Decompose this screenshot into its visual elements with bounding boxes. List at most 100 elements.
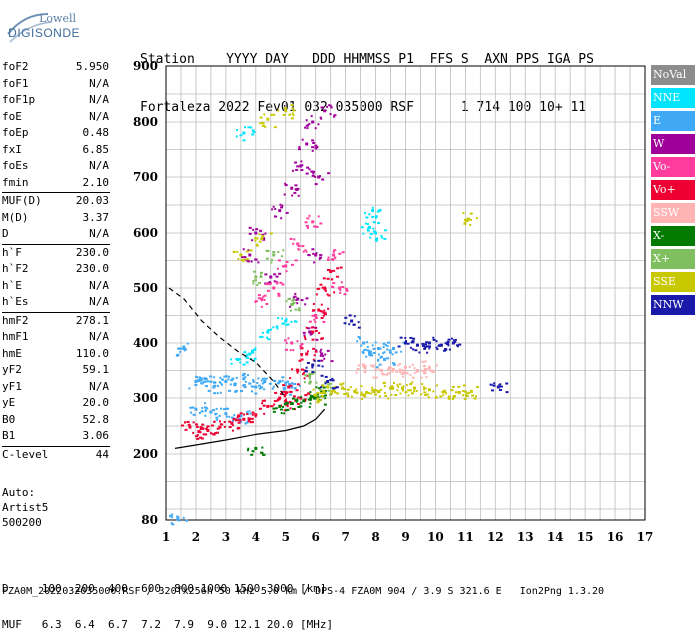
echo-point-e xyxy=(185,519,189,522)
echo-point-xminus xyxy=(290,402,294,406)
y-tick-label: 200 xyxy=(133,447,158,461)
echo-point-sse xyxy=(360,397,363,400)
echo-point-w xyxy=(311,174,315,177)
echo-point-nne xyxy=(275,325,279,328)
echo-point-e xyxy=(194,407,198,411)
echo-point-e xyxy=(210,411,213,414)
echo-point-nnw xyxy=(306,361,310,364)
echo-point-w xyxy=(312,141,316,144)
echo-point-sse xyxy=(405,384,408,387)
echo-point-w xyxy=(247,260,251,263)
echo-point-e xyxy=(356,340,359,343)
echo-point-xminus xyxy=(247,447,250,450)
echo-point-e xyxy=(386,341,390,344)
echo-point-ssw xyxy=(372,365,375,368)
echo-point-xminus xyxy=(310,395,314,398)
echo-point-xplus xyxy=(308,377,311,380)
echo-point-e xyxy=(225,375,228,378)
echo-point-e xyxy=(202,381,205,384)
echo-point-vominus xyxy=(314,316,318,319)
echo-point-e xyxy=(273,379,277,382)
echo-point-voplus xyxy=(201,423,205,426)
echo-point-sse xyxy=(361,393,365,396)
param-row: C-level 44 xyxy=(2,447,109,464)
echo-point-sse xyxy=(332,389,336,392)
echo-point-e xyxy=(176,515,180,518)
echo-point-w xyxy=(311,146,315,149)
echo-point-xplus xyxy=(253,270,257,273)
echo-point-xminus xyxy=(324,397,327,400)
echo-point-vominus xyxy=(315,225,319,228)
echo-point-nne xyxy=(383,237,387,240)
echo-point-e xyxy=(243,386,247,389)
echo-point-xminus xyxy=(300,401,303,404)
echo-point-e xyxy=(182,347,186,350)
echo-point-sse xyxy=(264,125,267,128)
echo-point-voplus xyxy=(248,418,251,421)
echo-point-nne xyxy=(374,231,378,235)
echo-point-voplus xyxy=(313,326,316,329)
echo-point-voplus xyxy=(198,436,202,439)
echo-point-nne xyxy=(242,131,246,135)
echo-point-vominus xyxy=(341,251,345,254)
echo-point-voplus xyxy=(196,434,199,437)
echo-point-sse xyxy=(316,392,320,395)
echo-point-nnw xyxy=(454,340,457,343)
echo-point-voplus xyxy=(251,411,255,414)
echo-point-vominus xyxy=(302,250,305,253)
echo-point-vominus xyxy=(254,300,258,303)
echo-point-vominus xyxy=(287,337,290,340)
ionogram-chart: 1 2 3 4 5 6 7 8 9 10 11 12 13 14 15 16 17802003004005006… xyxy=(133,59,653,544)
echo-point-sse xyxy=(255,243,258,246)
echo-point-nnw xyxy=(404,341,407,345)
echo-point-xplus xyxy=(270,261,273,264)
echo-point-voplus xyxy=(258,407,262,410)
echo-point-nnw xyxy=(421,344,425,347)
echo-point-voplus xyxy=(305,374,309,377)
echo-point-voplus xyxy=(313,354,316,357)
echo-point-w xyxy=(296,297,300,301)
echo-point-nnw xyxy=(324,375,328,378)
echo-point-nne xyxy=(360,226,364,229)
echo-point-w xyxy=(320,106,324,109)
echo-point-ssw xyxy=(385,373,388,376)
echo-point-voplus xyxy=(326,293,329,296)
echo-point-nnw xyxy=(435,340,438,343)
echo-point-ssw xyxy=(387,368,391,371)
profile-trace xyxy=(174,408,326,449)
echo-point-xminus xyxy=(251,450,254,453)
echo-point-nnw xyxy=(499,383,502,386)
param-name: foF1p xyxy=(2,93,36,106)
echo-point-e xyxy=(284,381,288,384)
echo-point-voplus xyxy=(323,313,327,316)
echo-point-nne xyxy=(252,131,256,134)
echo-point-sse xyxy=(329,390,333,393)
direction-legend: NoVal NNE E W Vo- Vo+ SSW X- X+ SSE NNW xyxy=(651,65,695,318)
echo-point-voplus xyxy=(188,425,192,429)
echo-point-sse xyxy=(424,393,428,396)
echo-point-sse xyxy=(266,117,270,121)
echo-point-voplus xyxy=(289,390,292,393)
echo-point-nnw xyxy=(331,379,335,382)
echo-point-nnw xyxy=(405,339,408,342)
echo-point-sse xyxy=(457,391,461,394)
echo-point-voplus xyxy=(216,427,220,430)
echo-point-w xyxy=(272,205,275,208)
echo-point-voplus xyxy=(311,330,315,334)
echo-point-e xyxy=(374,341,377,344)
echo-point-sse xyxy=(342,382,345,385)
echo-point-sse xyxy=(317,399,321,402)
echo-point-voplus xyxy=(312,358,315,361)
echo-point-w xyxy=(264,282,267,285)
echo-point-voplus xyxy=(300,358,304,361)
echo-point-sse xyxy=(409,389,412,392)
echo-point-e xyxy=(382,345,385,348)
echo-point-e xyxy=(177,519,181,522)
echo-point-vominus xyxy=(268,282,272,285)
echo-point-w xyxy=(304,126,307,129)
echo-point-sse xyxy=(432,390,435,393)
echo-point-voplus xyxy=(326,269,330,272)
echo-point-sse xyxy=(270,113,273,116)
echo-point-xplus xyxy=(298,307,301,310)
echo-point-vominus xyxy=(260,297,264,301)
